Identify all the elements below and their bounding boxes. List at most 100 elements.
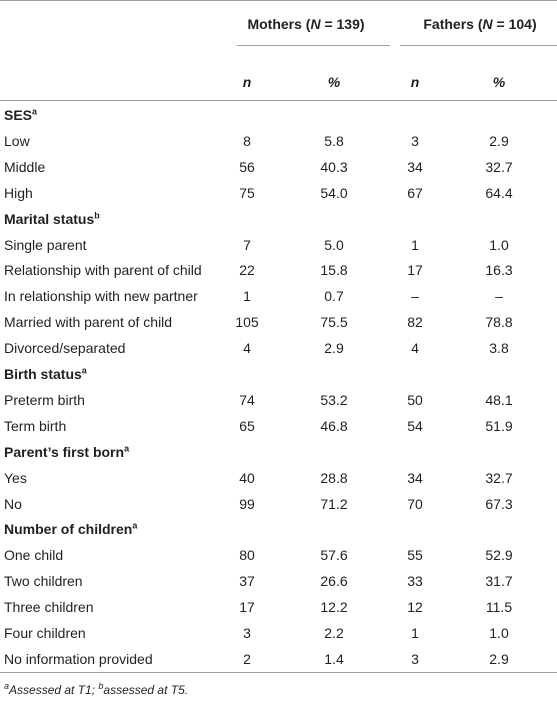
value-cell: 50 [407,391,423,408]
value-cell: 64.4 [485,184,513,201]
section-title-text: Birth status [4,366,82,382]
value-cell: 1 [411,236,419,253]
group-rule [400,45,557,46]
row-label: Relationship with parent of child [4,262,202,279]
row-label: Four children [4,625,86,641]
value-cell: 5.8 [324,132,344,149]
value-cell: 3.8 [489,340,509,357]
text-segment: N [310,16,321,32]
column-header: % [492,74,506,90]
value-cell: 105 [235,314,259,331]
value-cell: 0.7 [324,288,344,305]
value-cell: 5.0 [324,236,344,253]
value-cell: 67.3 [485,495,513,512]
note-marker: b [94,209,100,220]
note-marker: a [132,520,138,531]
value-cell: 56 [239,158,255,175]
value-cell: 40 [239,469,255,486]
footnote: aAssessed at T1; bassessed at T5. [4,681,188,699]
row-label: One child [4,547,64,564]
value-cell: 22 [239,262,255,279]
text-segment: Assessed at T1; [9,683,99,697]
section-title: Parent’s first borna [4,443,129,461]
row-label: Married with parent of child [4,314,173,331]
value-cell: 65 [239,417,255,434]
value-cell: 74 [239,391,255,408]
value-cell: 75 [239,184,255,201]
text-segment: = 104) [492,16,537,32]
value-cell: 1.0 [489,625,509,641]
value-cell: 7 [243,236,251,253]
value-cell: 34 [407,469,423,486]
value-cell: 33 [407,573,423,590]
value-cell: 53.2 [320,391,348,408]
row-label: No [4,495,22,512]
value-cell: 1.0 [489,236,509,253]
value-cell: 99 [239,495,255,512]
value-cell: 37 [239,573,255,590]
value-cell: 17 [239,599,255,616]
value-cell: 3 [411,132,419,149]
section-title-text: Number of children [4,521,133,538]
value-cell: 46.8 [320,417,348,434]
value-cell: 2 [243,650,251,667]
value-cell: 31.7 [485,573,513,590]
value-cell: 11.5 [485,599,513,616]
note-marker: a [124,443,130,454]
row-label: Single parent [4,236,87,253]
value-cell: – [495,288,503,305]
value-cell: 82 [407,314,423,331]
value-cell: 40.3 [320,158,348,175]
value-cell: 2.9 [489,132,509,149]
value-cell: 34 [407,158,423,175]
note-marker: a [32,106,38,117]
value-cell: 70 [407,495,423,512]
text-segment: b [98,681,104,691]
value-cell: 2.9 [489,650,509,667]
value-cell: 78.8 [485,314,513,331]
note-marker: a [81,365,87,376]
text-segment: Fathers ( [423,16,483,32]
group-header: Mothers (N = 139) [247,15,364,33]
row-label: Three children [4,599,94,616]
top-rule [0,0,557,1]
group-rule [237,45,390,46]
value-cell: 1 [411,625,419,641]
row-label: Term birth [4,417,67,434]
row-label: Middle [4,158,46,175]
value-cell: 51.9 [485,417,513,434]
value-cell: 2.9 [324,340,344,357]
value-cell: 1 [243,288,251,305]
column-header: n [410,74,420,90]
value-cell: 4 [411,340,419,357]
row-label: Two children [4,573,83,590]
value-cell: 12.2 [320,599,348,616]
section-title: Birth statusa [4,365,87,383]
value-cell: 16.3 [485,262,513,279]
value-cell: 28.8 [320,469,348,486]
value-cell: 71.2 [320,495,348,512]
value-cell: 12 [407,599,423,616]
section-title: SESa [4,106,37,124]
bottom-rule [0,672,557,673]
value-cell: 8 [243,132,251,149]
section-title-text: SES [4,107,33,123]
text-segment: assessed at T5. [103,683,189,697]
value-cell: 54 [407,417,423,434]
group-header: Fathers (N = 104) [423,15,536,33]
row-label: Yes [4,469,27,486]
value-cell: 57.6 [320,547,348,564]
value-cell: 52.9 [485,547,513,564]
value-cell: 32.7 [485,158,513,175]
section-title: Number of childrena [4,520,137,538]
value-cell: 54.0 [320,184,348,201]
value-cell: – [411,288,419,305]
value-cell: 26.6 [320,573,348,590]
column-header: n [242,74,252,90]
row-label: High [4,184,33,201]
value-cell: 80 [239,547,255,564]
row-label: Preterm birth [4,391,85,408]
value-cell: 75.5 [320,314,348,331]
text-segment: N [482,16,493,32]
header-rule [0,100,557,101]
